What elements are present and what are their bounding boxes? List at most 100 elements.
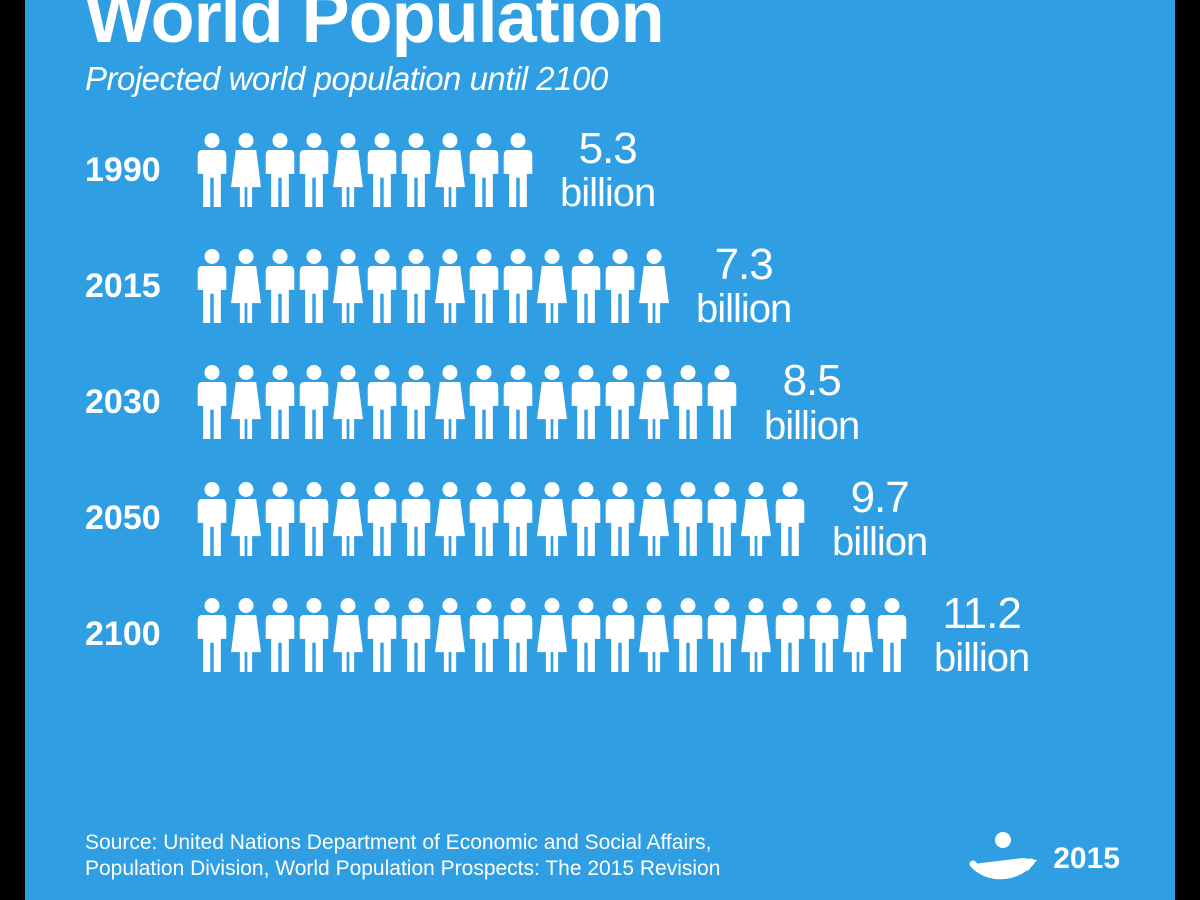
pictogram-rows: 1990 5.3billion2015 <box>85 126 1145 679</box>
person-icon <box>705 596 739 674</box>
person-icon <box>535 247 569 325</box>
pictogram-row: 2050 <box>85 475 1145 563</box>
value-label: 7.3billion <box>696 242 791 330</box>
person-icon <box>501 363 535 441</box>
pictogram-row: 2030 <box>85 358 1145 446</box>
value-number: 8.5 <box>764 358 859 404</box>
person-icon <box>195 247 229 325</box>
person-icon <box>263 596 297 674</box>
person-icon <box>331 596 365 674</box>
year-label: 2050 <box>85 499 195 538</box>
person-icon <box>671 596 705 674</box>
value-label: 8.5billion <box>764 358 859 446</box>
value-number: 7.3 <box>696 242 791 288</box>
person-icon <box>263 247 297 325</box>
person-icon <box>433 480 467 558</box>
page-subtitle: Projected world population until 2100 <box>85 60 1145 98</box>
person-icon <box>263 363 297 441</box>
value-unit: billion <box>764 405 859 447</box>
person-icon <box>263 131 297 209</box>
person-icon <box>535 596 569 674</box>
value-unit: billion <box>560 172 655 214</box>
person-icon <box>603 480 637 558</box>
person-icon <box>399 480 433 558</box>
person-icon <box>739 480 773 558</box>
person-icon <box>297 131 331 209</box>
person-icon <box>467 131 501 209</box>
person-icon <box>263 480 297 558</box>
person-icon <box>365 131 399 209</box>
footer-badge-year: 2015 <box>1053 842 1120 876</box>
value-number: 9.7 <box>832 475 927 521</box>
person-icon <box>399 247 433 325</box>
person-icon <box>501 247 535 325</box>
year-label: 2015 <box>85 267 195 306</box>
source-citation: Source: United Nations Department of Eco… <box>85 830 720 883</box>
people-group <box>195 596 909 674</box>
person-icon <box>229 480 263 558</box>
people-group <box>195 480 807 558</box>
person-icon <box>671 480 705 558</box>
pictogram-row: 1990 5.3billion <box>85 126 1145 214</box>
person-icon <box>705 363 739 441</box>
year-label: 1990 <box>85 151 195 190</box>
person-icon <box>297 596 331 674</box>
person-icon <box>603 363 637 441</box>
person-icon <box>331 363 365 441</box>
infographic-panel: World Population Projected world populat… <box>25 0 1175 900</box>
person-icon <box>671 363 705 441</box>
person-icon <box>603 247 637 325</box>
person-icon <box>399 131 433 209</box>
person-icon <box>535 363 569 441</box>
value-unit: billion <box>696 288 791 330</box>
person-icon <box>535 480 569 558</box>
year-label: 2100 <box>85 615 195 654</box>
person-icon <box>365 247 399 325</box>
person-icon <box>229 596 263 674</box>
person-icon <box>195 363 229 441</box>
page-title: World Population <box>85 0 1145 54</box>
person-icon <box>875 596 909 674</box>
source-line-2: Population Division, World Population Pr… <box>85 857 720 880</box>
value-unit: billion <box>934 637 1029 679</box>
value-unit: billion <box>832 521 927 563</box>
value-label: 11.2billion <box>934 591 1029 679</box>
person-icon <box>365 363 399 441</box>
person-icon <box>637 596 671 674</box>
value-label: 9.7billion <box>832 475 927 563</box>
stage: World Population Projected world populat… <box>0 0 1200 900</box>
person-icon <box>331 480 365 558</box>
value-number: 11.2 <box>934 591 1029 637</box>
badge-swoosh-icon <box>967 828 1039 890</box>
person-icon <box>229 131 263 209</box>
person-icon <box>195 480 229 558</box>
person-icon <box>399 596 433 674</box>
person-icon <box>705 480 739 558</box>
person-icon <box>365 480 399 558</box>
person-icon <box>433 596 467 674</box>
source-line-1: Source: United Nations Department of Eco… <box>85 831 711 854</box>
person-icon <box>467 247 501 325</box>
person-icon <box>569 363 603 441</box>
person-icon <box>229 247 263 325</box>
person-icon <box>467 363 501 441</box>
person-icon <box>229 363 263 441</box>
value-number: 5.3 <box>560 126 655 172</box>
person-icon <box>331 131 365 209</box>
value-label: 5.3billion <box>560 126 655 214</box>
person-icon <box>841 596 875 674</box>
person-icon <box>637 247 671 325</box>
person-icon <box>433 363 467 441</box>
person-icon <box>773 480 807 558</box>
person-icon <box>365 596 399 674</box>
person-icon <box>501 596 535 674</box>
person-icon <box>433 131 467 209</box>
person-icon <box>569 480 603 558</box>
person-icon <box>399 363 433 441</box>
person-icon <box>195 596 229 674</box>
person-icon <box>501 131 535 209</box>
footer-badge: 2015 <box>967 828 1120 890</box>
year-label: 2030 <box>85 383 195 422</box>
person-icon <box>739 596 773 674</box>
person-icon <box>637 363 671 441</box>
